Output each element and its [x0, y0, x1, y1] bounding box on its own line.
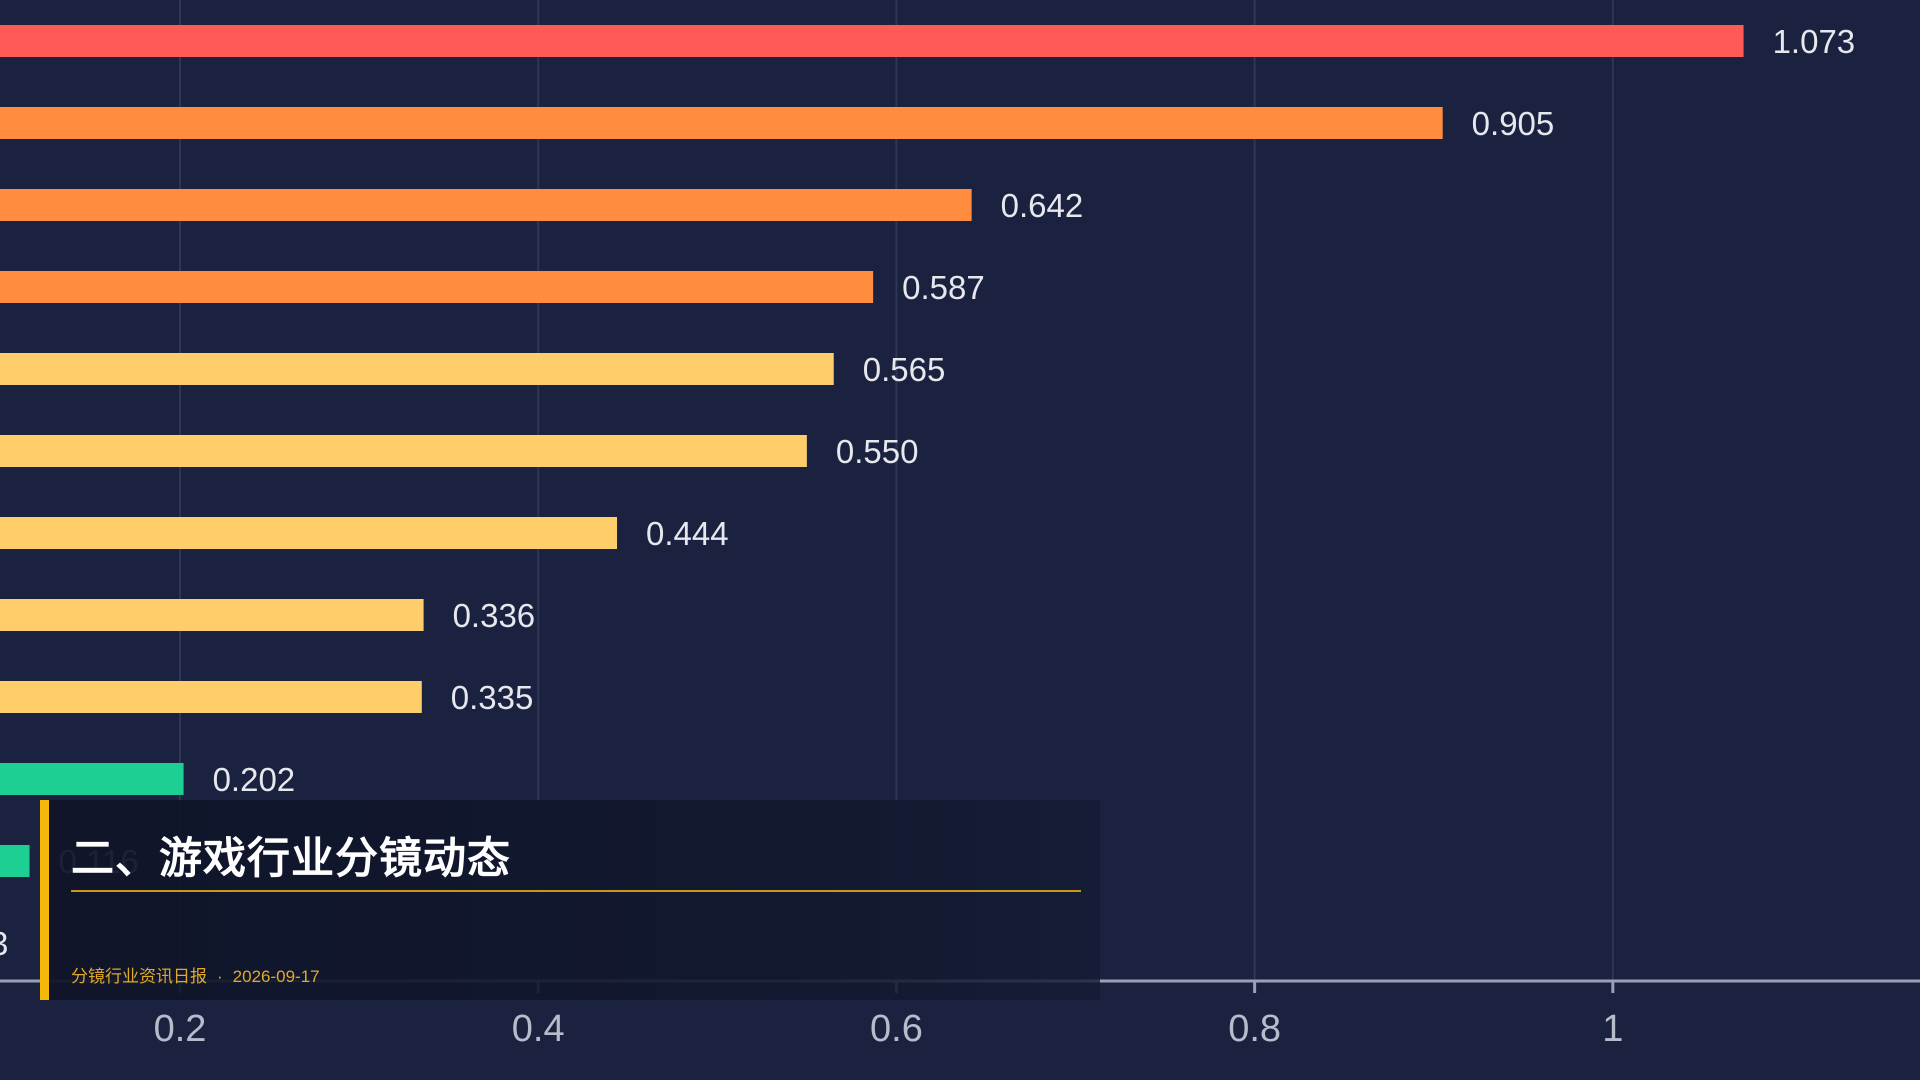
- bar-value-label: 0.565: [863, 351, 946, 388]
- bar-value-label: 0.335: [451, 679, 534, 716]
- bar: [0, 681, 422, 713]
- x-tick-label: 0.2: [154, 1008, 207, 1050]
- bar-value-label-partial: 3: [0, 925, 8, 962]
- x-tick-label: 0.6: [870, 1008, 923, 1050]
- bar: [0, 271, 874, 303]
- bar-value-label: 0.550: [836, 433, 919, 470]
- bar: [0, 435, 807, 467]
- bar: [0, 107, 1443, 139]
- caption-date: 2026-09-17: [232, 967, 320, 986]
- caption-title: 二、游戏行业分镜动态: [71, 834, 511, 884]
- x-tick-label: 0.4: [512, 1008, 565, 1050]
- x-tick-label: 1: [1602, 1008, 1623, 1050]
- bar: [0, 353, 834, 385]
- bar-value-label: 0.336: [453, 597, 536, 634]
- caption-source: 分镜行业资讯日报: [71, 967, 207, 986]
- bar: [0, 763, 184, 795]
- bar: [0, 517, 618, 549]
- bar: [0, 189, 972, 221]
- bar-value-label: 0.202: [213, 761, 296, 798]
- caption-panel: 二、游戏行业分镜动态 分镜行业资讯日报 · 2026-09-17: [40, 800, 1100, 1000]
- bar-value-label: 0.444: [646, 515, 729, 552]
- bar-value-label: 1.073: [1773, 23, 1856, 60]
- bar: [0, 845, 30, 877]
- caption-meta: 分镜行业资讯日报 · 2026-09-17: [71, 962, 320, 987]
- bar-value-label: 0.905: [1472, 105, 1555, 142]
- bar: [0, 599, 424, 631]
- x-tick-label: 0.8: [1228, 1008, 1281, 1050]
- bar-value-label: 0.587: [902, 269, 985, 306]
- caption-separator: ·: [217, 967, 223, 986]
- bar: [0, 25, 1744, 57]
- caption-divider: [71, 890, 1081, 892]
- bar-value-label: 0.642: [1001, 187, 1084, 224]
